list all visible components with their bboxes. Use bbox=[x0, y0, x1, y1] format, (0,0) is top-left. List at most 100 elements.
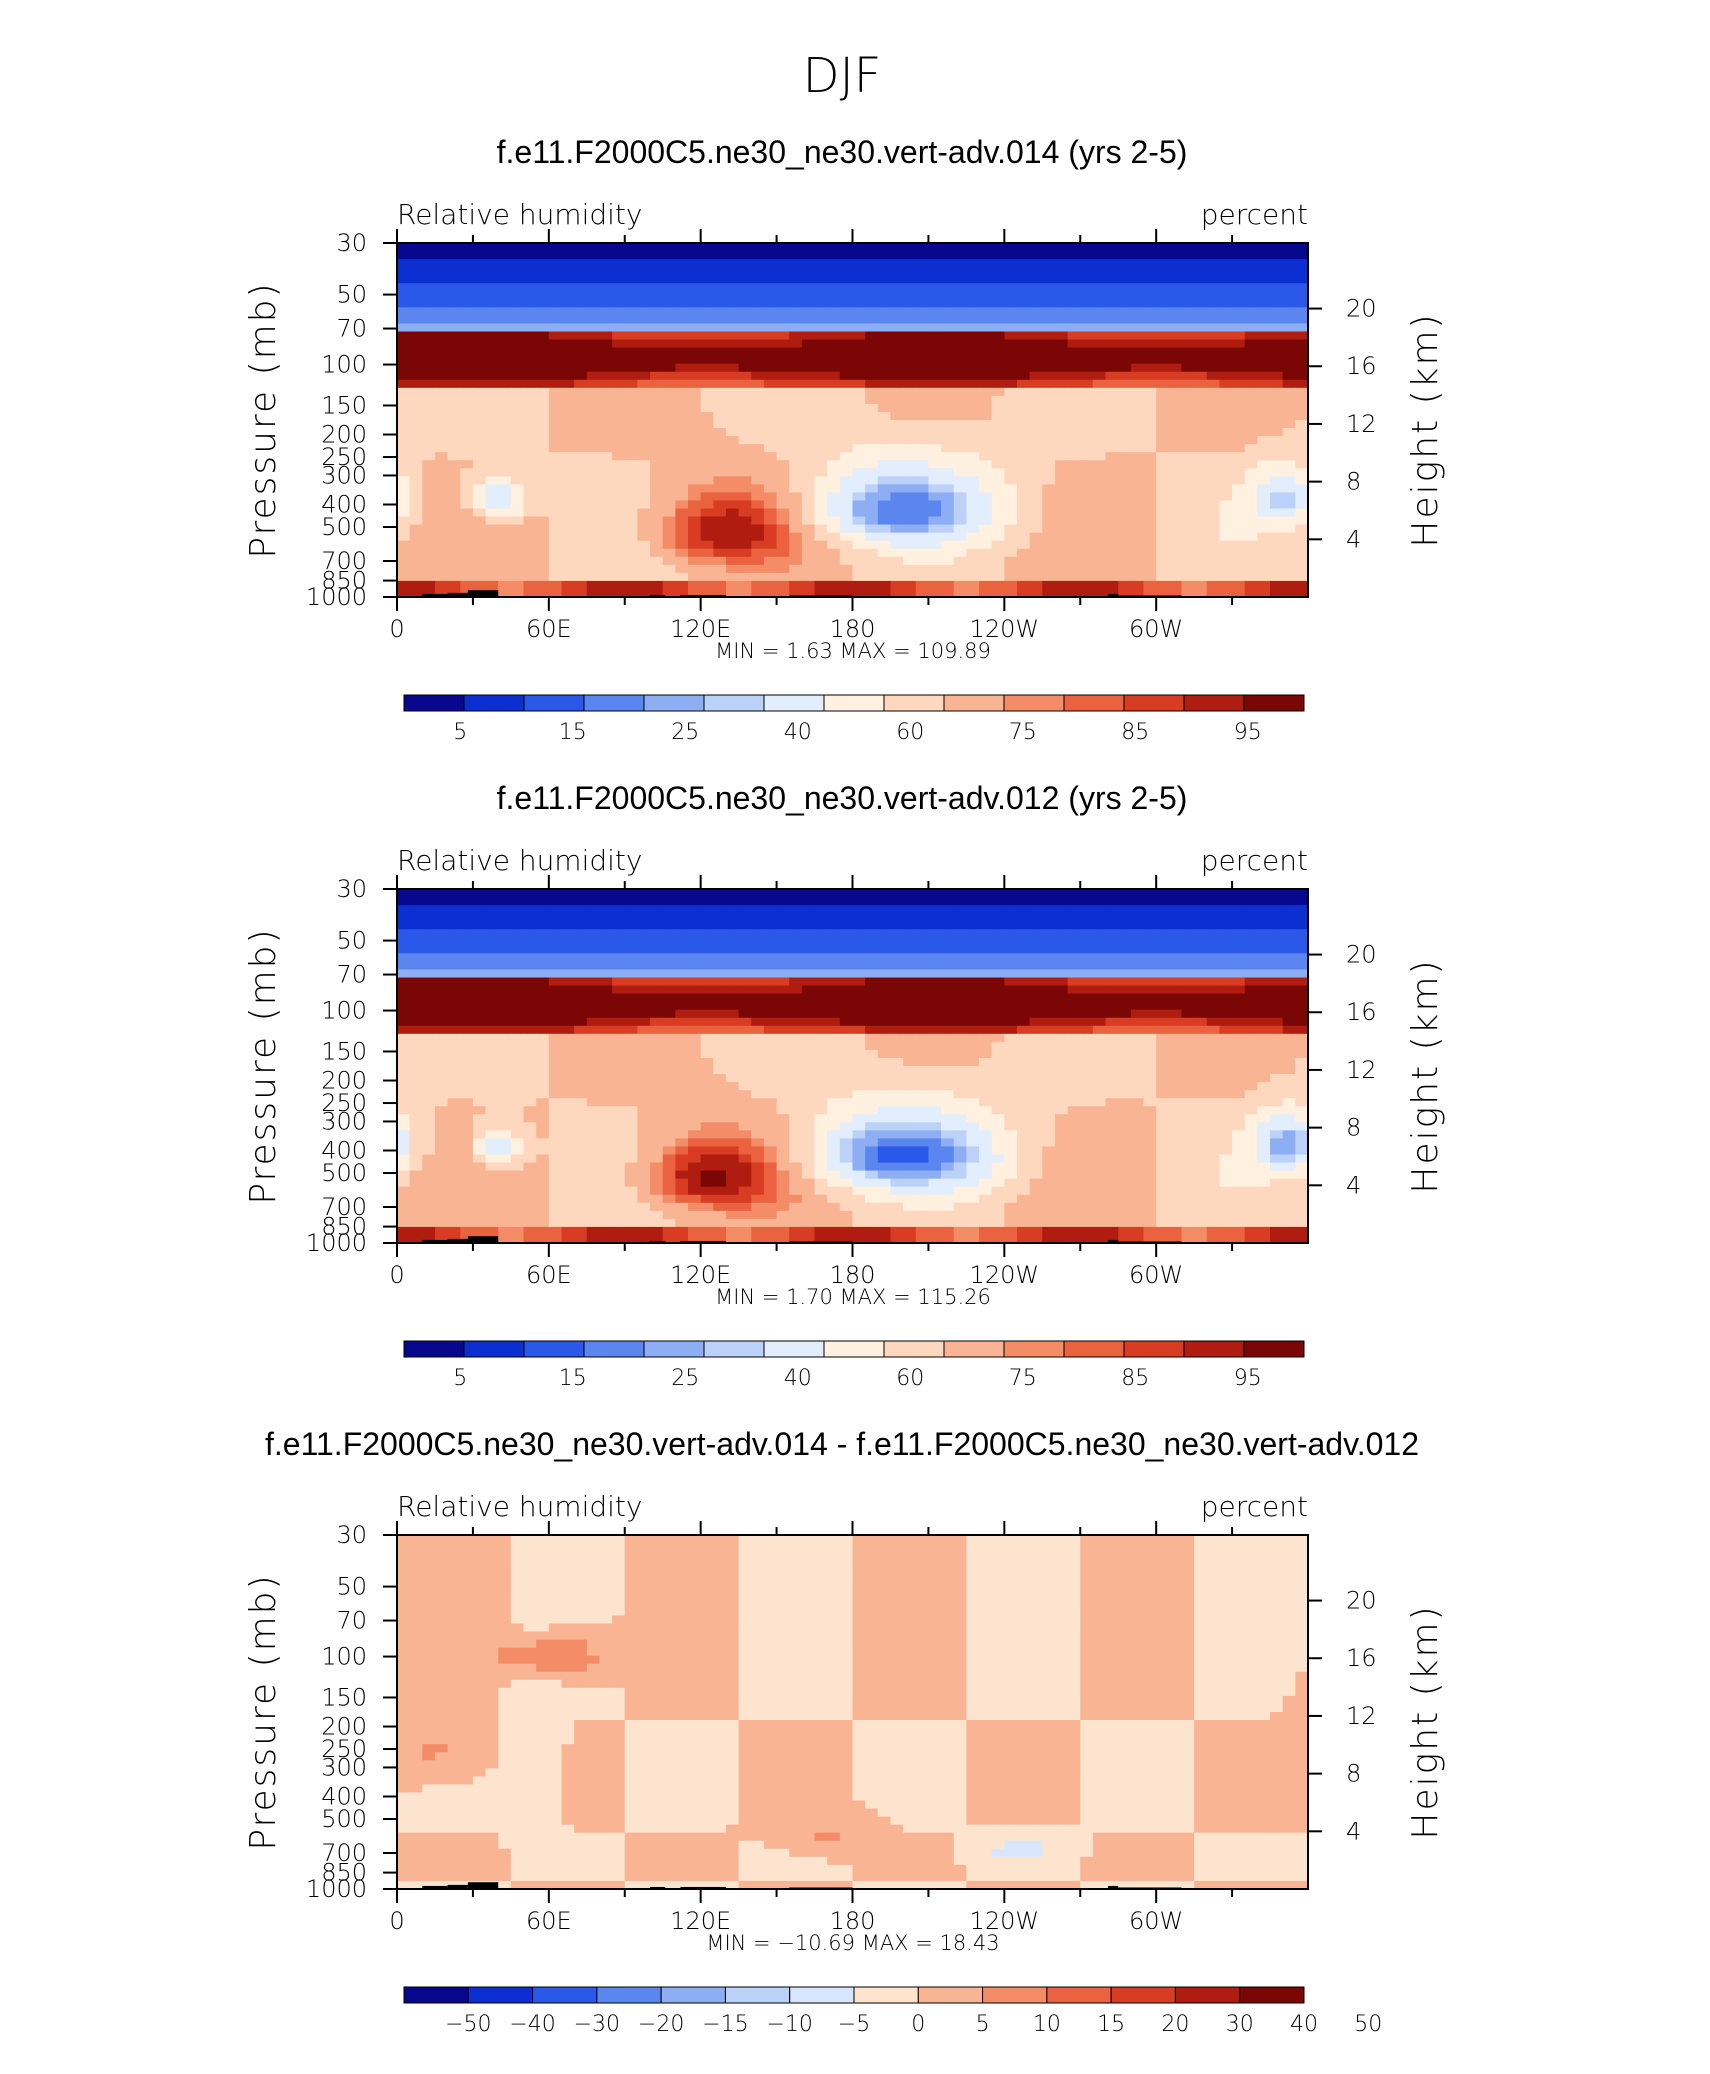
field-cell bbox=[498, 1001, 512, 1011]
field-cell bbox=[548, 1049, 563, 1059]
field-cell bbox=[548, 897, 563, 906]
field-cell bbox=[865, 588, 879, 598]
field-cell bbox=[789, 921, 803, 930]
field-cell bbox=[662, 243, 676, 252]
field-cell bbox=[877, 299, 892, 308]
field-cell bbox=[700, 363, 714, 373]
field-cell bbox=[1206, 476, 1221, 485]
field-cell bbox=[1194, 411, 1208, 421]
field-cell bbox=[1118, 339, 1132, 349]
field-cell bbox=[561, 580, 575, 590]
field-cell bbox=[1092, 556, 1107, 566]
field-cell bbox=[991, 411, 1005, 421]
field-cell bbox=[865, 259, 879, 268]
field-cell bbox=[1232, 937, 1246, 946]
field-cell bbox=[434, 420, 449, 429]
field-cell bbox=[1118, 363, 1132, 373]
field-cell bbox=[599, 307, 613, 317]
field-cell bbox=[839, 492, 854, 502]
field-cell bbox=[662, 905, 676, 914]
field-cell bbox=[789, 1033, 803, 1043]
field-cell bbox=[1118, 291, 1132, 300]
field-cell bbox=[1105, 476, 1119, 485]
field-cell bbox=[991, 371, 1005, 381]
field-cell bbox=[1130, 267, 1145, 276]
field-cell bbox=[865, 572, 879, 582]
field-cell bbox=[422, 953, 436, 963]
field-cell bbox=[1257, 484, 1271, 494]
field-cell bbox=[928, 913, 942, 922]
field-cell bbox=[776, 315, 790, 325]
field-cell bbox=[1295, 323, 1309, 333]
field-cell bbox=[1282, 540, 1296, 550]
field-cell bbox=[839, 500, 854, 510]
field-cell bbox=[776, 379, 790, 389]
field-cell bbox=[523, 251, 537, 260]
field-cell bbox=[738, 411, 752, 421]
field-cell bbox=[979, 556, 993, 566]
field-cell bbox=[979, 945, 993, 954]
field-cell bbox=[624, 1033, 638, 1043]
field-cell bbox=[1156, 993, 1170, 1003]
field-cell bbox=[397, 985, 411, 995]
field-cell bbox=[1244, 403, 1258, 413]
field-cell bbox=[624, 937, 638, 946]
field-cell bbox=[1295, 275, 1309, 284]
field-cell bbox=[751, 905, 765, 914]
field-cell bbox=[548, 299, 563, 308]
field-cell bbox=[1016, 436, 1031, 445]
field-cell bbox=[1232, 929, 1246, 938]
field-cell bbox=[1118, 436, 1132, 445]
field-cell bbox=[650, 243, 664, 252]
field-cell bbox=[1194, 945, 1208, 954]
field-cell bbox=[485, 267, 499, 276]
field-cell bbox=[725, 953, 740, 963]
field-cell bbox=[409, 283, 423, 292]
field-cell bbox=[422, 1001, 436, 1011]
field-cell bbox=[1067, 387, 1081, 397]
field-cell bbox=[624, 921, 638, 930]
field-cell bbox=[1168, 243, 1183, 252]
field-cell bbox=[1080, 355, 1094, 365]
field-cell bbox=[1143, 905, 1157, 914]
field-cell bbox=[1105, 363, 1119, 373]
field-cell bbox=[814, 1057, 828, 1067]
field-cell bbox=[1168, 444, 1183, 453]
field-cell bbox=[839, 921, 854, 930]
field-cell bbox=[827, 500, 841, 510]
field-cell bbox=[801, 347, 816, 357]
field-cell bbox=[1257, 1009, 1271, 1019]
field-cell bbox=[827, 897, 841, 906]
field-cell bbox=[738, 1025, 752, 1035]
field-cell bbox=[1042, 355, 1056, 365]
field-cell bbox=[979, 532, 993, 542]
field-cell bbox=[434, 969, 449, 979]
field-cell bbox=[434, 339, 449, 349]
field-cell bbox=[1143, 331, 1157, 341]
field-cell bbox=[1143, 411, 1157, 421]
field-cell bbox=[915, 993, 930, 1003]
field-cell bbox=[700, 331, 714, 341]
field-cell bbox=[941, 580, 955, 590]
field-cell bbox=[498, 1017, 512, 1027]
field-cell bbox=[1270, 540, 1284, 550]
field-cell bbox=[574, 355, 588, 365]
field-cell bbox=[637, 484, 651, 494]
field-cell bbox=[586, 580, 601, 590]
field-cell bbox=[1270, 460, 1284, 469]
field-cell bbox=[536, 275, 550, 284]
field-cell bbox=[941, 945, 955, 954]
field-cell bbox=[751, 460, 765, 469]
field-cell bbox=[1156, 436, 1170, 445]
field-cell bbox=[1042, 363, 1056, 373]
field-cell bbox=[1054, 588, 1069, 598]
field-cell bbox=[460, 937, 474, 946]
field-cell bbox=[1168, 588, 1183, 598]
field-cell bbox=[789, 484, 803, 494]
field-cell bbox=[1168, 1049, 1183, 1059]
field-cell bbox=[991, 452, 1005, 461]
field-cell bbox=[1168, 371, 1183, 381]
field-cell bbox=[1206, 913, 1221, 922]
field-cell bbox=[979, 1033, 993, 1043]
field-cell bbox=[1270, 961, 1284, 971]
